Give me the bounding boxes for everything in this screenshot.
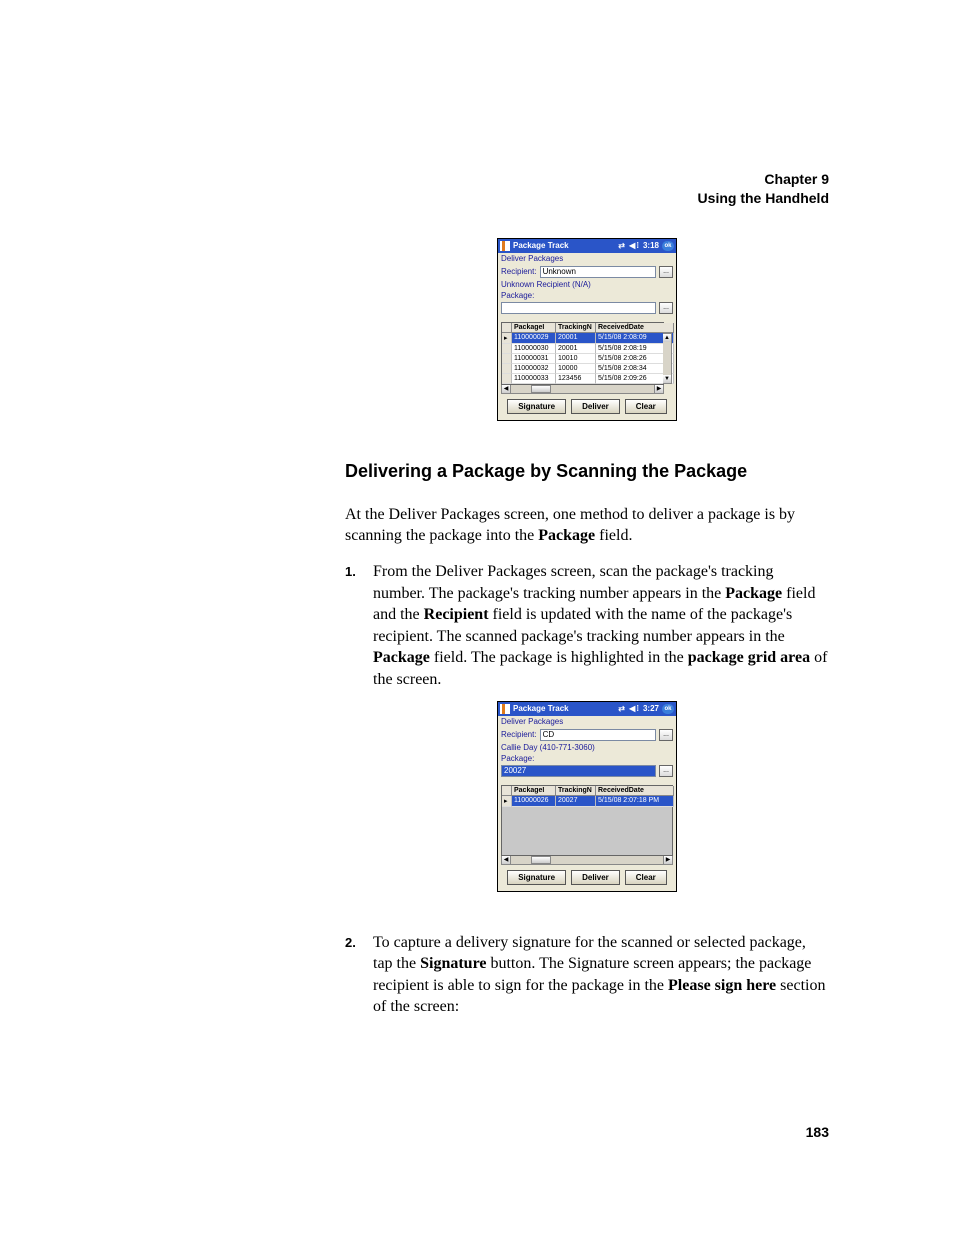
screen-subtitle: Deliver Packages	[498, 716, 676, 727]
col-received[interactable]: ReceivedDate	[596, 323, 674, 333]
table-row[interactable]: 110000030 20001 5/15/08 2:08:19	[502, 344, 663, 354]
col-tracking[interactable]: TrackingN	[556, 786, 596, 796]
package-browse-button[interactable]: ...	[659, 765, 673, 777]
screenshot-1: Package Track ⇄ ◀⁞ 3:18 ok Deliver Packa…	[497, 238, 677, 421]
recipient-detail: Callie Day (410-771-3060)	[501, 743, 673, 752]
deliver-button[interactable]: Deliver	[571, 870, 620, 885]
package-input[interactable]: 20027	[501, 765, 656, 777]
chapter-title: Using the Handheld	[345, 189, 829, 208]
signature-button[interactable]: Signature	[507, 870, 566, 885]
col-received[interactable]: ReceivedDate	[596, 786, 674, 796]
vertical-scrollbar[interactable]: ▲▼	[663, 333, 672, 384]
signal-icon: ⇄ ◀⁞	[618, 241, 640, 250]
intro-paragraph: At the Deliver Packages screen, one meth…	[345, 504, 829, 547]
col-tracking[interactable]: TrackingN	[556, 323, 596, 333]
package-input[interactable]	[501, 302, 656, 314]
step-2: 2. To capture a delivery signature for t…	[345, 932, 829, 1018]
clear-button[interactable]: Clear	[625, 399, 667, 414]
package-browse-button[interactable]: ...	[659, 302, 673, 314]
grid-empty-area	[502, 807, 672, 855]
table-row[interactable]: 110000032 10000 5/15/08 2:08:34	[502, 364, 663, 374]
horizontal-scrollbar[interactable]: ◀▶	[501, 385, 664, 394]
recipient-browse-button[interactable]: ...	[659, 266, 673, 278]
chapter-label: Chapter 9	[345, 170, 829, 189]
screenshot-2: Package Track ⇄ ◀⁞ 3:27 ok Deliver Packa…	[497, 701, 677, 892]
col-packageid[interactable]: PackageI	[512, 323, 556, 333]
screenshot-1-wrap: Package Track ⇄ ◀⁞ 3:18 ok Deliver Packa…	[345, 238, 829, 421]
recipient-label: Recipient:	[501, 730, 537, 739]
package-grid: PackageI TrackingN ReceivedDate 11000002…	[501, 785, 673, 856]
step-1: 1. From the Deliver Packages screen, sca…	[345, 561, 829, 691]
package-grid: PackageI TrackingN ReceivedDate 11000002…	[501, 322, 664, 385]
signature-button[interactable]: Signature	[507, 399, 566, 414]
recipient-label: Recipient:	[501, 267, 537, 276]
app-title: Package Track	[513, 241, 569, 250]
section-heading: Delivering a Package by Scanning the Pac…	[345, 461, 829, 482]
page-header: Chapter 9 Using the Handheld	[345, 170, 829, 208]
ok-button[interactable]: ok	[662, 241, 674, 251]
page-number: 183	[806, 1124, 829, 1140]
app-title: Package Track	[513, 704, 569, 713]
package-label: Package:	[501, 754, 673, 763]
recipient-browse-button[interactable]: ...	[659, 729, 673, 741]
recipient-input[interactable]: Unknown	[540, 266, 656, 278]
deliver-button[interactable]: Deliver	[571, 399, 620, 414]
package-label: Package:	[501, 291, 673, 300]
clock: 3:27	[643, 704, 659, 713]
horizontal-scrollbar[interactable]: ◀▶	[501, 856, 673, 865]
signal-icon: ⇄ ◀⁞	[618, 704, 640, 713]
titlebar: Package Track ⇄ ◀⁞ 3:18 ok	[498, 239, 676, 253]
clear-button[interactable]: Clear	[625, 870, 667, 885]
titlebar: Package Track ⇄ ◀⁞ 3:27 ok	[498, 702, 676, 716]
clock: 3:18	[643, 241, 659, 250]
app-icon	[500, 704, 510, 714]
ok-button[interactable]: ok	[662, 704, 674, 714]
app-icon	[500, 241, 510, 251]
table-row[interactable]: 110000029 20001 5/15/08 2:08:09	[502, 333, 663, 344]
col-packageid[interactable]: PackageI	[512, 786, 556, 796]
screenshot-2-wrap: Package Track ⇄ ◀⁞ 3:27 ok Deliver Packa…	[345, 701, 829, 892]
table-row[interactable]: 110000026 20027 5/15/08 2:07:18 PM	[502, 796, 672, 807]
recipient-input[interactable]: CD	[540, 729, 656, 741]
screen-subtitle: Deliver Packages	[498, 253, 676, 264]
recipient-detail: Unknown Recipient (N/A)	[501, 280, 673, 289]
table-row[interactable]: 110000033 123456 5/15/08 2:09:26	[502, 374, 663, 384]
table-row[interactable]: 110000031 10010 5/15/08 2:08:26	[502, 354, 663, 364]
